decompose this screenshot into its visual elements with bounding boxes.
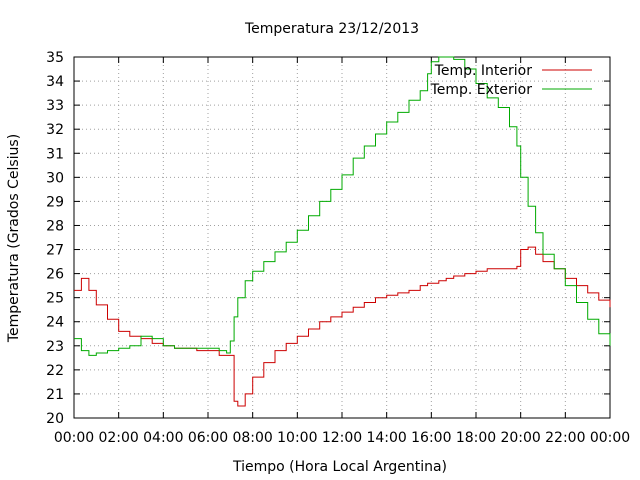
series-line-interior xyxy=(74,246,611,407)
series-lines xyxy=(74,56,611,407)
y-tick-label: 28 xyxy=(46,218,64,234)
x-axis-label: Tiempo (Hora Local Argentina) xyxy=(232,459,447,475)
x-tick-label: 08:00 xyxy=(232,430,272,446)
x-tick-label: 14:00 xyxy=(366,430,406,446)
x-tick-label: 04:00 xyxy=(143,430,183,446)
chart-title: Temperatura 23/12/2013 xyxy=(244,21,419,37)
y-tick-label: 23 xyxy=(46,339,64,355)
y-tick-label: 32 xyxy=(46,122,64,138)
y-tick-label: 22 xyxy=(46,363,64,379)
legend-label-exterior: Temp. Exterior xyxy=(430,82,533,98)
y-tick-label: 34 xyxy=(46,74,64,90)
legend: Temp. Interior Temp. Exterior xyxy=(430,63,592,98)
grid xyxy=(74,57,610,418)
x-tick-label: 10:00 xyxy=(277,430,317,446)
x-tick-label: 12:00 xyxy=(322,430,362,446)
x-tick-label: 06:00 xyxy=(188,430,228,446)
y-tick-label: 30 xyxy=(46,170,64,186)
y-tick-label: 25 xyxy=(46,291,64,307)
y-tick-label: 20 xyxy=(46,411,64,427)
y-tick-label: 29 xyxy=(46,194,64,210)
x-tick-label: 20:00 xyxy=(500,430,540,446)
x-tick-label: 18:00 xyxy=(456,430,496,446)
y-tick-label: 27 xyxy=(46,243,64,259)
y-tick-label: 33 xyxy=(46,98,64,114)
x-tick-label: 22:00 xyxy=(545,430,585,446)
y-tick-label: 35 xyxy=(46,50,64,66)
x-tick-label: 02:00 xyxy=(98,430,138,446)
x-tick-label: 00:00 xyxy=(590,430,630,446)
y-tick-label: 24 xyxy=(46,315,64,331)
legend-label-interior: Temp. Interior xyxy=(434,63,533,79)
y-axis-label: Temperatura (Grados Celsius) xyxy=(6,134,22,343)
series-line-exterior xyxy=(74,56,611,356)
y-tick-label: 26 xyxy=(46,267,64,283)
y-tick-label: 31 xyxy=(46,146,64,162)
y-tick-label: 21 xyxy=(46,387,64,403)
x-tick-label: 16:00 xyxy=(411,430,451,446)
x-tick-label: 00:00 xyxy=(54,430,94,446)
